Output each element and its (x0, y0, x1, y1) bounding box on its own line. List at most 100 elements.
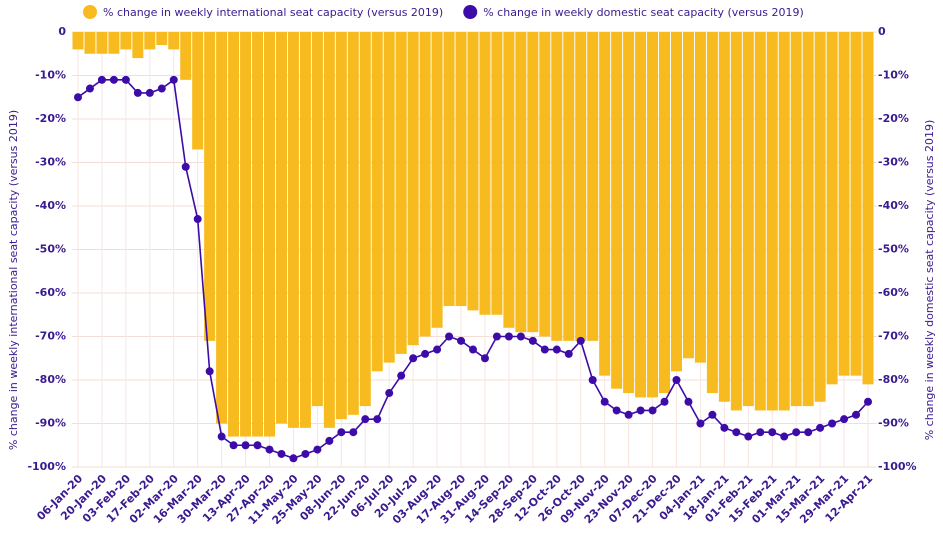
bar (563, 32, 575, 341)
point (421, 349, 430, 358)
point (409, 354, 418, 363)
bar (527, 32, 539, 333)
point (684, 397, 693, 406)
point (385, 389, 394, 398)
point (756, 428, 765, 437)
point (85, 84, 94, 93)
bar (599, 32, 611, 376)
y-tick-label: 0 (58, 25, 66, 38)
point (492, 332, 501, 341)
y-tick-label: -100% (27, 460, 66, 473)
point (660, 397, 669, 406)
point (804, 428, 813, 437)
point (253, 441, 262, 450)
bar (587, 32, 599, 341)
bar (371, 32, 383, 372)
point (732, 428, 741, 437)
bar (252, 32, 264, 437)
point (576, 336, 585, 345)
bar (311, 32, 323, 407)
point (540, 345, 549, 354)
bar (168, 32, 180, 50)
point (205, 367, 214, 376)
bar (407, 32, 419, 346)
y-tick-label: -90% (35, 417, 66, 430)
point (828, 419, 837, 428)
y-tick-label: -60% (35, 286, 66, 299)
y2-axis-label: % change in weekly domestic seat capacit… (923, 120, 936, 441)
bar (264, 32, 276, 437)
bar (766, 32, 778, 411)
y-tick-label: -70% (35, 330, 66, 343)
point (564, 349, 573, 358)
point (121, 75, 130, 84)
point (145, 88, 154, 97)
bar (120, 32, 132, 50)
bar (383, 32, 395, 363)
point (720, 423, 729, 432)
point (480, 354, 489, 363)
legend-label: % change in weekly domestic seat capacit… (483, 6, 804, 19)
point (600, 397, 609, 406)
bar (204, 32, 216, 341)
point (325, 436, 334, 445)
point (361, 415, 370, 424)
bar (826, 32, 838, 385)
bar (838, 32, 850, 376)
point (133, 88, 142, 97)
bar (539, 32, 551, 337)
point (636, 406, 645, 415)
bar (467, 32, 479, 311)
y2-tick-label: -40% (878, 199, 909, 212)
y-tick-label: -30% (35, 156, 66, 169)
point (864, 397, 873, 406)
point (792, 428, 801, 437)
bar (359, 32, 371, 407)
bar (515, 32, 527, 333)
y-tick-label: -50% (35, 243, 66, 256)
point (289, 454, 298, 463)
bar (754, 32, 766, 411)
bar (216, 32, 228, 424)
point (349, 428, 358, 437)
point (277, 449, 286, 458)
point (852, 410, 861, 419)
point (528, 336, 537, 345)
point (552, 345, 561, 354)
point (397, 371, 406, 380)
bar (790, 32, 802, 407)
y2-tick-label: -80% (878, 373, 909, 386)
y2-tick-label: -10% (878, 69, 909, 82)
point (457, 336, 466, 345)
y-tick-label: -40% (35, 199, 66, 212)
point (169, 75, 178, 84)
point (433, 345, 442, 354)
point (337, 428, 346, 437)
point (708, 410, 717, 419)
bar (431, 32, 443, 328)
point (780, 432, 789, 441)
y2-tick-label: -100% (878, 460, 917, 473)
bar (132, 32, 144, 59)
bar (647, 32, 659, 398)
point (97, 75, 106, 84)
point (469, 345, 477, 354)
point (588, 376, 597, 384)
bar (419, 32, 431, 337)
bar (730, 32, 742, 411)
bar (635, 32, 647, 398)
legend-marker (463, 5, 478, 19)
bar (228, 32, 240, 437)
bar (275, 32, 287, 424)
point (265, 445, 274, 454)
point (840, 415, 849, 424)
point (301, 449, 310, 458)
bar (479, 32, 491, 315)
bar (778, 32, 790, 411)
bar (503, 32, 515, 328)
bar (156, 32, 168, 46)
point (504, 332, 513, 341)
bar (575, 32, 587, 341)
point (73, 93, 82, 102)
bar (96, 32, 108, 54)
